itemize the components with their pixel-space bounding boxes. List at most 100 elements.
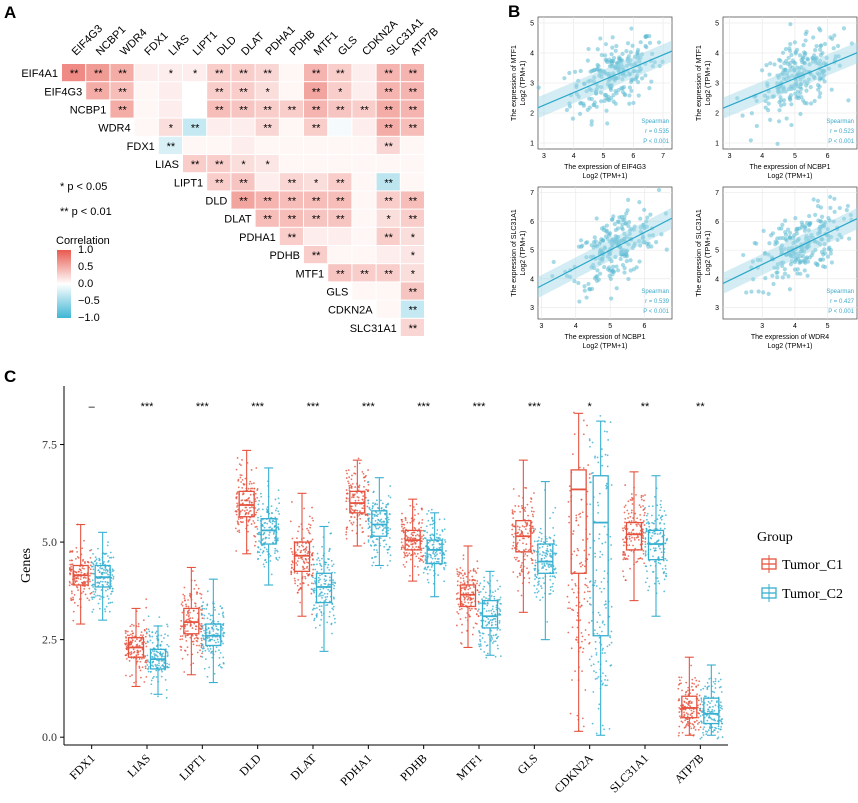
jitter-point — [300, 549, 303, 552]
jitter-point — [101, 580, 104, 583]
jitter-point — [661, 567, 664, 570]
jitter-point — [89, 556, 92, 559]
jitter-point — [298, 525, 300, 528]
jitter-point — [98, 607, 101, 610]
jitter-point — [686, 718, 689, 720]
jitter-point — [305, 542, 307, 545]
jitter-point — [241, 502, 244, 505]
jitter-point — [587, 633, 590, 636]
jitter-point — [314, 568, 317, 571]
jitter-point — [431, 527, 434, 529]
scatter-point — [775, 236, 780, 241]
jitter-point — [685, 723, 688, 726]
scatter-point — [644, 219, 649, 224]
jitter-point — [203, 623, 206, 626]
jitter-point — [409, 504, 412, 507]
jitter-point — [201, 643, 204, 646]
jitter-point — [161, 655, 164, 658]
jitter-point — [153, 675, 155, 678]
jitter-point — [88, 599, 91, 601]
jitter-point — [582, 419, 585, 422]
jitter-point — [128, 660, 131, 662]
jitter-point — [367, 535, 370, 538]
jitter-point — [416, 565, 419, 568]
jitter-point — [379, 567, 382, 569]
jitter-point — [327, 563, 330, 566]
jitter-point — [429, 568, 431, 571]
y-tick-label: 5.0 — [42, 535, 57, 549]
scatter-point — [614, 43, 619, 49]
heatmap-cell-significance: ** — [312, 123, 321, 135]
jitter-point — [350, 485, 353, 488]
jitter-point — [686, 715, 689, 718]
jitter-point — [385, 503, 388, 506]
jitter-point — [605, 487, 608, 490]
scatter-point — [816, 72, 822, 77]
jitter-point — [351, 523, 354, 526]
jitter-point — [689, 705, 692, 708]
jitter-point — [531, 552, 534, 555]
jitter-point — [575, 604, 578, 607]
jitter-point — [642, 549, 645, 552]
jitter-point — [698, 721, 701, 724]
jitter-point — [84, 562, 86, 564]
jitter-point — [99, 580, 102, 583]
heatmap-cell-significance: ** — [118, 105, 127, 117]
jitter-point — [105, 572, 108, 574]
jitter-point — [653, 549, 656, 552]
jitter-point — [572, 530, 575, 532]
jitter-point — [462, 603, 465, 606]
jitter-point — [106, 595, 109, 598]
jitter-point — [500, 602, 502, 605]
jitter-point — [208, 666, 211, 669]
jitter-point — [361, 527, 364, 529]
heatmap-cell — [376, 64, 400, 82]
jitter-point — [644, 531, 647, 534]
jitter-point — [604, 453, 607, 456]
jitter-point — [583, 591, 586, 594]
jitter-point — [411, 543, 414, 546]
jitter-point — [485, 597, 487, 600]
jitter-point — [103, 560, 105, 563]
jitter-point — [196, 640, 199, 643]
jitter-point — [410, 533, 413, 536]
jitter-point — [200, 608, 202, 611]
jitter-point — [348, 489, 351, 492]
jitter-point — [540, 532, 543, 535]
scatter-point — [567, 104, 573, 109]
scatter-point — [752, 240, 757, 246]
jitter-point — [206, 603, 209, 606]
heatmap-cell — [304, 227, 328, 245]
jitter-point — [706, 686, 709, 688]
jitter-point — [77, 589, 79, 592]
scatter-point — [593, 89, 598, 94]
jitter-point — [147, 615, 150, 618]
jitter-point — [222, 631, 225, 634]
scatter-point — [650, 64, 655, 69]
jitter-point — [203, 667, 206, 670]
jitter-point — [720, 722, 723, 725]
jitter-point — [193, 637, 196, 640]
jitter-point — [151, 649, 154, 652]
scatter-point — [837, 205, 842, 211]
jitter-point — [125, 639, 128, 642]
jitter-point — [206, 617, 209, 620]
jitter-point — [301, 558, 304, 561]
jitter-point — [678, 725, 681, 728]
jitter-point — [485, 656, 488, 659]
jitter-point — [517, 505, 520, 508]
jitter-point — [608, 728, 611, 730]
jitter-point — [494, 618, 497, 620]
jitter-point — [194, 628, 197, 631]
jitter-point — [412, 531, 415, 534]
jitter-point — [297, 578, 300, 581]
jitter-point — [459, 566, 462, 569]
jitter-point — [534, 528, 537, 531]
jitter-point — [459, 608, 461, 611]
jitter-point — [599, 556, 601, 559]
jitter-point — [264, 537, 267, 540]
jitter-point — [311, 517, 314, 520]
jitter-point — [499, 655, 502, 658]
jitter-point — [290, 501, 293, 503]
jitter-point — [544, 554, 547, 557]
